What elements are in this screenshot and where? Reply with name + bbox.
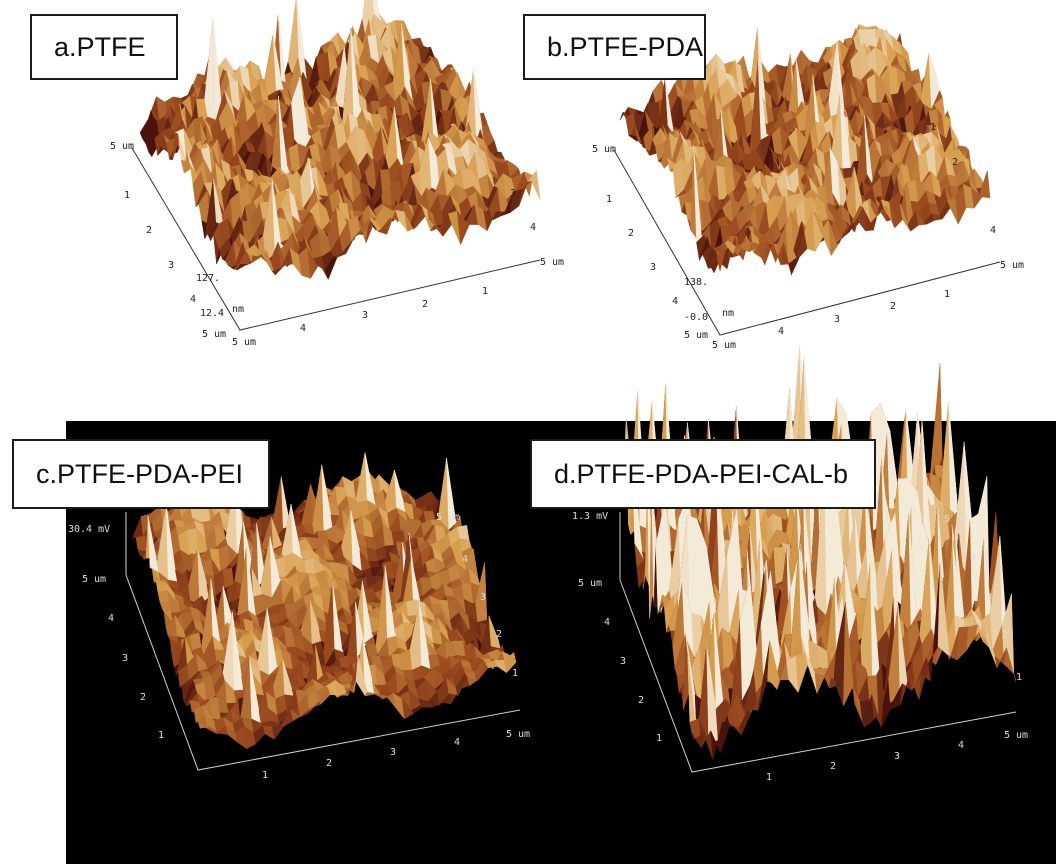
panel-label-b: b.PTFE-PDA [523, 14, 706, 80]
surface-facet [795, 652, 808, 693]
panel-label-d-text: d.PTFE-PDA-PEI-CAL-b [554, 458, 849, 489]
right-tick-d-0: 5 um [944, 514, 968, 525]
panel-label-a: a.PTFE [30, 14, 178, 80]
bottom-tick-d-4: 5 um [1004, 730, 1028, 741]
right-tick-d-3: 2 [1002, 630, 1008, 641]
panel-label-a-text: a.PTFE [54, 31, 146, 62]
left-tick-d-1: 4 [604, 617, 610, 628]
surface-a [139, 0, 541, 281]
panel-label-d: d.PTFE-PDA-PEI-CAL-b [530, 439, 876, 509]
surface-d [621, 346, 1017, 760]
bottom-tick-d-3: 4 [958, 740, 964, 751]
surface-facet [720, 721, 733, 753]
left-tick-d-3: 2 [638, 695, 644, 706]
right-tick-d-2: 3 [986, 592, 992, 603]
left-tick-d-4: 1 [656, 733, 662, 744]
panel-label-b-text: b.PTFE-PDA [547, 31, 704, 62]
z-top-d: 1.3 mV [572, 511, 608, 522]
panel-label-c: c.PTFE-PDA-PEI [12, 439, 270, 509]
left-tick-d-0: 5 um [578, 578, 602, 589]
bottom-tick-d-0: 1 [766, 772, 772, 783]
right-tick-d-4: 1 [1016, 672, 1022, 683]
right-tick-d-1: 4 [970, 552, 976, 563]
bottom-tick-d-1: 2 [830, 761, 836, 772]
panel-label-c-text: c.PTFE-PDA-PEI [36, 458, 244, 489]
bottom-tick-d-2: 3 [894, 751, 900, 762]
left-tick-d-2: 3 [620, 656, 626, 667]
